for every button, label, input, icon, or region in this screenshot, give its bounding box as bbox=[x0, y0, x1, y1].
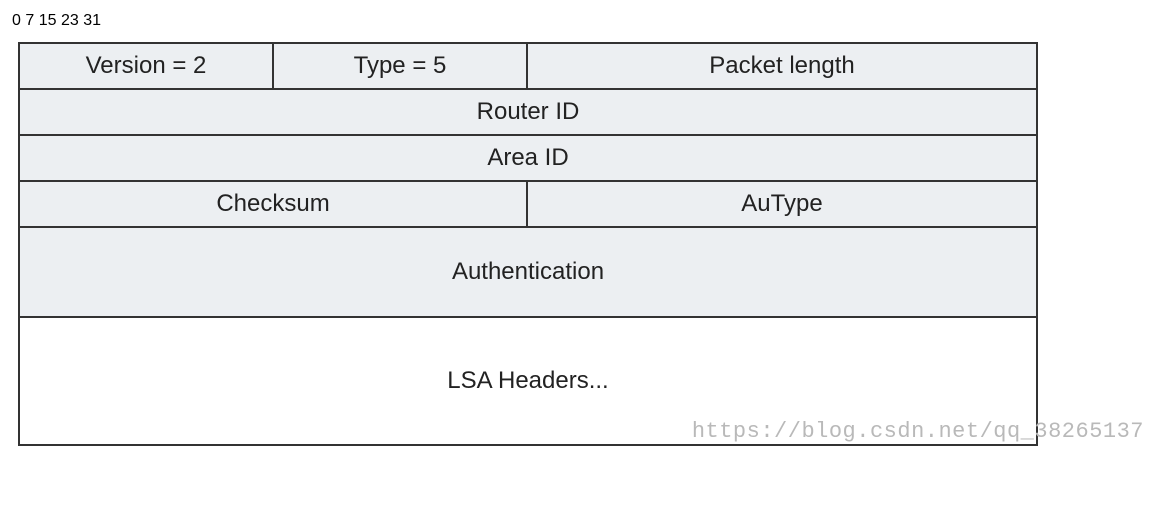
field-checksum: Checksum bbox=[20, 182, 528, 226]
bit-tick-0: 0 bbox=[12, 12, 21, 29]
packet-row-6: LSA Headers... bbox=[20, 316, 1036, 444]
field-version: Version = 2 bbox=[20, 44, 274, 88]
field-router-id: Router ID bbox=[20, 90, 1036, 134]
packet-diagram: Version = 2 Type = 5 Packet length Route… bbox=[18, 42, 1038, 446]
field-lsa-headers: LSA Headers... bbox=[20, 318, 1036, 444]
bit-ruler: 0 7 15 23 31 bbox=[12, 12, 1032, 42]
field-type: Type = 5 bbox=[274, 44, 528, 88]
packet-row-3: Area ID bbox=[20, 134, 1036, 180]
bit-tick-23: 23 bbox=[61, 12, 79, 29]
bit-tick-31: 31 bbox=[83, 12, 101, 29]
field-area-id: Area ID bbox=[20, 136, 1036, 180]
packet-row-4: Checksum AuType bbox=[20, 180, 1036, 226]
bit-tick-15: 15 bbox=[39, 12, 57, 29]
packet-row-5: Authentication bbox=[20, 226, 1036, 316]
field-autype: AuType bbox=[528, 182, 1036, 226]
bit-tick-7: 7 bbox=[25, 12, 34, 29]
field-authentication: Authentication bbox=[20, 228, 1036, 316]
packet-row-1: Version = 2 Type = 5 Packet length bbox=[20, 42, 1036, 88]
field-packet-length: Packet length bbox=[528, 44, 1036, 88]
packet-row-2: Router ID bbox=[20, 88, 1036, 134]
